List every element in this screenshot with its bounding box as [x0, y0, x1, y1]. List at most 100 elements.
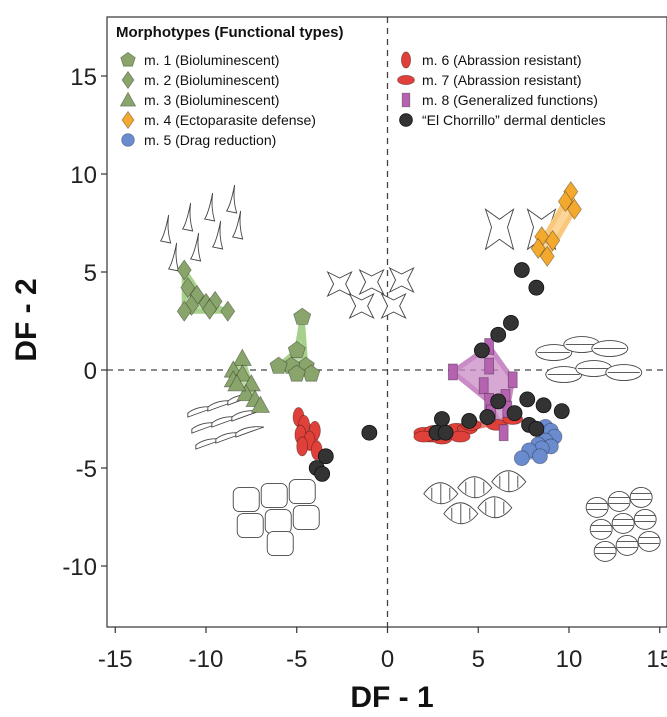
legend-label: m. 6 (Abrassion resistant): [422, 52, 582, 68]
legend-swatch: [119, 91, 137, 107]
point-0-4: [269, 356, 288, 374]
point-0-0: [293, 307, 312, 325]
point-4-8: [532, 448, 548, 465]
point-8-2: [503, 315, 519, 331]
y-tick-label: 10: [70, 162, 97, 189]
point-2-0: [232, 348, 252, 366]
point-8-10: [479, 409, 496, 425]
point-7-2: [447, 363, 458, 381]
point-5-5: [296, 436, 309, 457]
point-8-8: [553, 403, 570, 420]
point-7-8: [498, 424, 509, 442]
point-7-4: [507, 371, 518, 389]
x-tick-label: 15: [646, 646, 667, 673]
legend-item-2: m. 3 (Bioluminescent): [119, 91, 279, 108]
legend-swatch: [401, 92, 411, 108]
x-tick-label: -5: [286, 646, 307, 673]
point-8-17: [317, 448, 334, 465]
m1-denticle-drawing: [326, 266, 415, 320]
legend-item-6: m. 7 (Abrassion resistant): [397, 72, 582, 88]
legend-swatch: [399, 113, 413, 127]
legend-label: m. 8 (Generalized functions): [422, 92, 598, 108]
point-1-7: [220, 300, 236, 322]
legend-label: m. 2 (Bioluminescent): [144, 72, 279, 88]
legend-label: m. 7 (Abrassion resistant): [422, 72, 582, 88]
legend-swatch: [121, 133, 135, 147]
y-tick-label: 0: [84, 358, 97, 385]
m2-denticle-drawing: [159, 184, 244, 272]
point-8-1: [528, 279, 545, 296]
point-8-6: [519, 391, 536, 408]
legend-swatch: [400, 51, 412, 69]
point-8-9: [506, 405, 523, 422]
point-2-7: [250, 395, 271, 413]
point-3-6: [539, 245, 555, 268]
point-3-4: [545, 229, 561, 252]
point-8-19: [314, 465, 331, 482]
point-0-5: [302, 364, 321, 382]
point-7-3: [478, 377, 489, 395]
m3-denticle-drawing: [187, 394, 264, 450]
x-tick-label: 10: [556, 646, 583, 673]
axis-ticks: -15 -10 -5 0 5 10 15 15 10 5 0 -5 -10: [62, 64, 667, 673]
point-8-5: [490, 393, 507, 410]
point-8-14: [437, 424, 454, 441]
m6-denticle-drawing: [232, 479, 320, 557]
legend-label: m. 1 (Bioluminescent): [144, 52, 279, 68]
point-8-7: [535, 397, 552, 414]
point-2-8: [227, 373, 247, 392]
y-tick-label: 5: [84, 260, 97, 287]
legend-item-4: m. 5 (Drag reduction): [121, 132, 276, 148]
point-8-11: [461, 413, 478, 429]
point-8-12: [434, 411, 450, 427]
legend: Morphotypes (Functional types) m. 1 (Bio…: [116, 24, 606, 148]
point-7-1: [484, 357, 495, 375]
legend-title: Morphotypes (Functional types): [116, 24, 344, 41]
y-tick-label: -10: [62, 554, 97, 581]
legend-label: “El Chorrillo” dermal denticles: [422, 112, 606, 128]
point-0-1: [287, 340, 306, 359]
point-8-20: [361, 424, 378, 441]
point-8-0: [513, 262, 530, 278]
legend-item-3: m. 4 (Ectoparasite defense): [121, 110, 316, 130]
point-1-8: [176, 300, 192, 322]
x-axis-title: DF - 1: [350, 681, 433, 714]
legend-swatch: [120, 51, 136, 67]
denticle-illustrations: [159, 184, 661, 562]
legend-label: m. 3 (Bioluminescent): [144, 92, 279, 108]
point-8-3: [490, 326, 507, 343]
x-tick-label: -15: [98, 646, 133, 673]
legend-swatch: [121, 110, 135, 130]
y-tick-label: -5: [76, 456, 97, 483]
y-tick-label: 15: [70, 64, 97, 91]
m5-denticle-drawing: [585, 486, 661, 562]
m8-denticle-drawing: [535, 336, 643, 383]
point-8-16: [528, 420, 545, 437]
y-axis-title: DF - 2: [10, 278, 43, 361]
data-points: [176, 180, 582, 482]
x-tick-label: 0: [381, 646, 394, 673]
point-4-9: [513, 450, 530, 467]
point-1-0: [176, 259, 192, 281]
point-3-5: [530, 237, 546, 260]
legend-label: m. 4 (Ectoparasite defense): [144, 112, 316, 128]
legend-label: m. 5 (Drag reduction): [144, 132, 276, 148]
legend-item-8: “El Chorrillo” dermal denticles: [399, 112, 606, 128]
legend-item-5: m. 6 (Abrassion resistant): [400, 51, 582, 69]
x-tick-label: -10: [189, 646, 224, 673]
reference-lines: [107, 17, 667, 627]
legend-item-1: m. 2 (Bioluminescent): [121, 70, 279, 90]
legend-swatch: [121, 70, 135, 90]
legend-item-0: m. 1 (Bioluminescent): [120, 51, 279, 68]
point-1-6: [202, 298, 218, 320]
point-8-4: [473, 342, 490, 359]
point-3-1: [557, 190, 573, 213]
point-1-1: [180, 276, 196, 299]
m7-denticle-drawing: [423, 470, 527, 525]
x-tick-label: 5: [472, 646, 485, 673]
point-0-6: [287, 364, 306, 382]
legend-swatch: [397, 74, 415, 86]
point-3-2: [566, 198, 582, 220]
legend-item-7: m. 8 (Generalized functions): [401, 92, 598, 108]
